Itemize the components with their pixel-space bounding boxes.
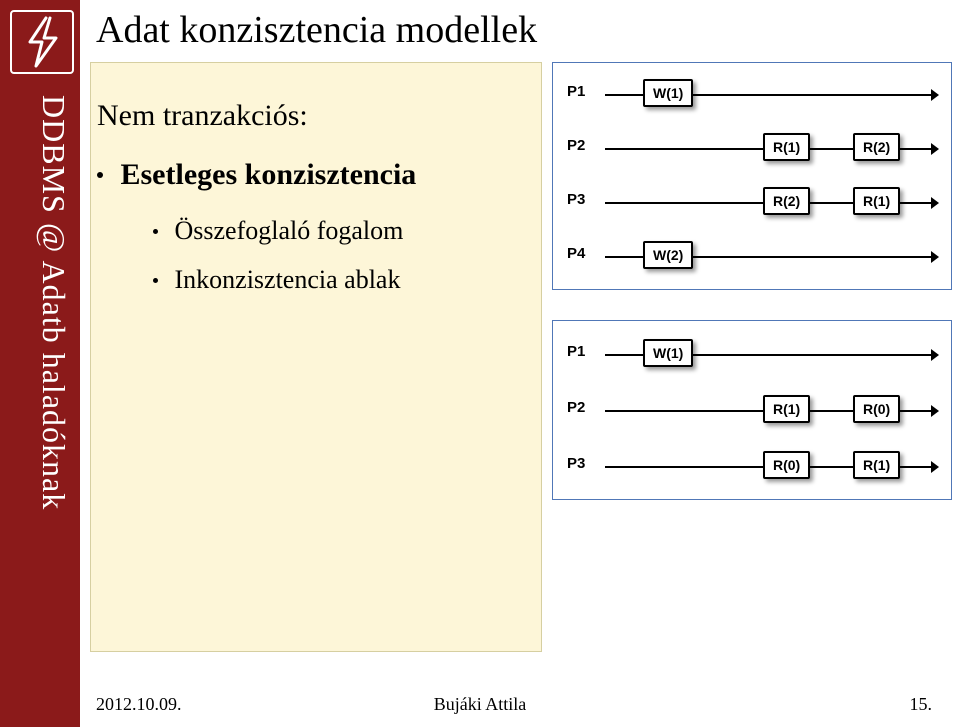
timeline-label: P1 — [567, 83, 585, 100]
timeline-event: W(1) — [643, 79, 693, 107]
page-title: Adat konzisztencia modellek — [96, 8, 537, 52]
timeline-event: W(1) — [643, 339, 693, 367]
body-line-2: Esetleges konzisztencia — [97, 152, 416, 197]
timeline-event: R(2) — [763, 187, 810, 215]
body-line-4: Inkonzisztencia ablak — [153, 260, 416, 299]
timeline-label: P3 — [567, 191, 585, 208]
arrow-icon — [931, 349, 939, 361]
timeline-label: P2 — [567, 137, 585, 154]
diagram-2: P1 W(1) P2 R(1) R(0) P3 R(0) R(1) — [552, 320, 952, 500]
timeline-row: P1 W(1) — [553, 327, 951, 383]
arrow-icon — [931, 89, 939, 101]
slide: DDBMS @ Adatb haladóknak Adat konziszten… — [0, 0, 960, 727]
timeline-row: P3 R(0) R(1) — [553, 439, 951, 495]
timeline-label: P4 — [567, 245, 585, 262]
timeline-row: P1 W(1) — [553, 67, 951, 121]
body-text: Nem tranzakciós: Esetleges konzisztencia… — [97, 93, 416, 309]
arrow-icon — [931, 405, 939, 417]
arrow-icon — [931, 197, 939, 209]
timeline-event: R(0) — [763, 451, 810, 479]
timeline-event: R(1) — [853, 187, 900, 215]
arrow-icon — [931, 143, 939, 155]
timeline-event: R(2) — [853, 133, 900, 161]
timeline-label: P1 — [567, 343, 585, 360]
footer-page: 15. — [910, 694, 933, 715]
sidebar-label: DDBMS @ Adatb haladóknak — [8, 95, 72, 655]
diagram-1: P1 W(1) P2 R(1) R(2) P3 R(2) R(1) P4 W(2) — [552, 62, 952, 290]
timeline-event: R(0) — [853, 395, 900, 423]
arrow-icon — [931, 461, 939, 473]
body-line-3: Összefoglaló fogalom — [153, 211, 416, 250]
body-line-3-text: Összefoglaló fogalom — [175, 216, 404, 245]
footer-author: Bujáki Attila — [0, 694, 960, 715]
timeline-event: R(1) — [763, 395, 810, 423]
arrow-icon — [931, 251, 939, 263]
logo-icon — [10, 10, 74, 74]
timeline-label: P2 — [567, 399, 585, 416]
timeline-row: P2 R(1) R(0) — [553, 383, 951, 439]
body-line-1: Nem tranzakciós: — [97, 93, 416, 138]
timeline-event: R(1) — [763, 133, 810, 161]
content-area: Nem tranzakciós: Esetleges konzisztencia… — [90, 62, 542, 652]
timeline-label: P3 — [567, 455, 585, 472]
timeline-row: P2 R(1) R(2) — [553, 121, 951, 175]
sidebar: DDBMS @ Adatb haladóknak — [0, 0, 80, 727]
body-line-2-text: Esetleges konzisztencia — [121, 158, 417, 191]
timeline-event: W(2) — [643, 241, 693, 269]
timeline-event: R(1) — [853, 451, 900, 479]
timeline-row: P3 R(2) R(1) — [553, 175, 951, 229]
footer: 2012.10.09. Bujáki Attila 15. — [0, 685, 960, 727]
timeline-row: P4 W(2) — [553, 229, 951, 283]
body-line-4-text: Inkonzisztencia ablak — [175, 265, 401, 294]
